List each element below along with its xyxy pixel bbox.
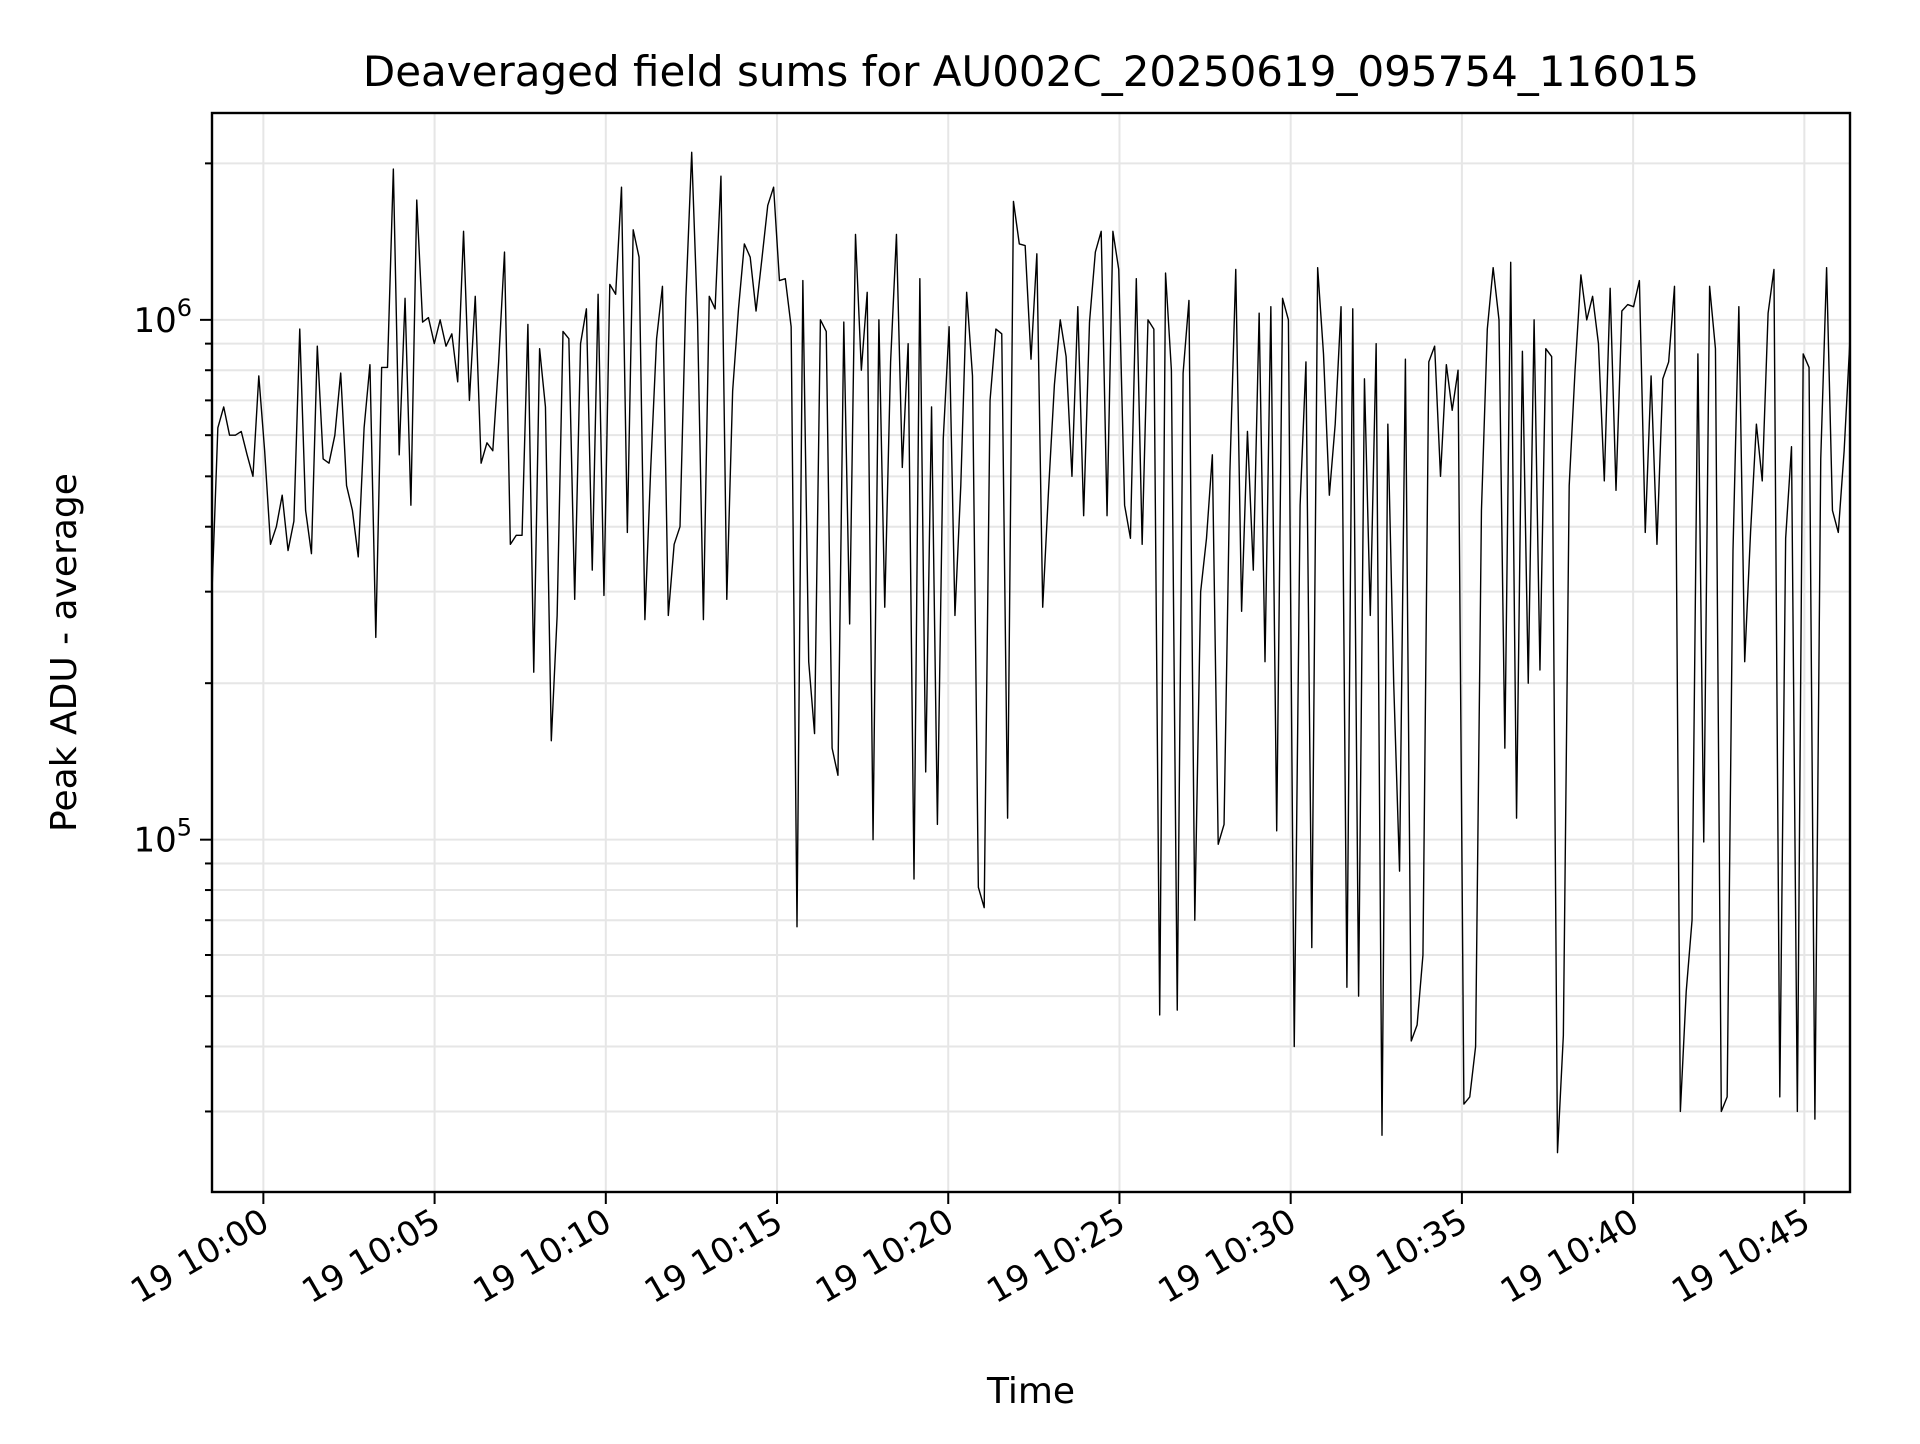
x-axis-label: Time [986,1371,1075,1412]
y-tick-label: 105 [133,814,192,861]
chart-title: Deaveraged field sums for AU002C_2025061… [363,47,1699,96]
grid [212,113,1850,1192]
y-tick-label: 106 [133,294,192,341]
series-line [211,151,1851,1154]
series-layer [211,151,1851,1154]
plot-frame [210,111,1852,1194]
y-axis-label: Peak ADU - average [44,473,85,832]
